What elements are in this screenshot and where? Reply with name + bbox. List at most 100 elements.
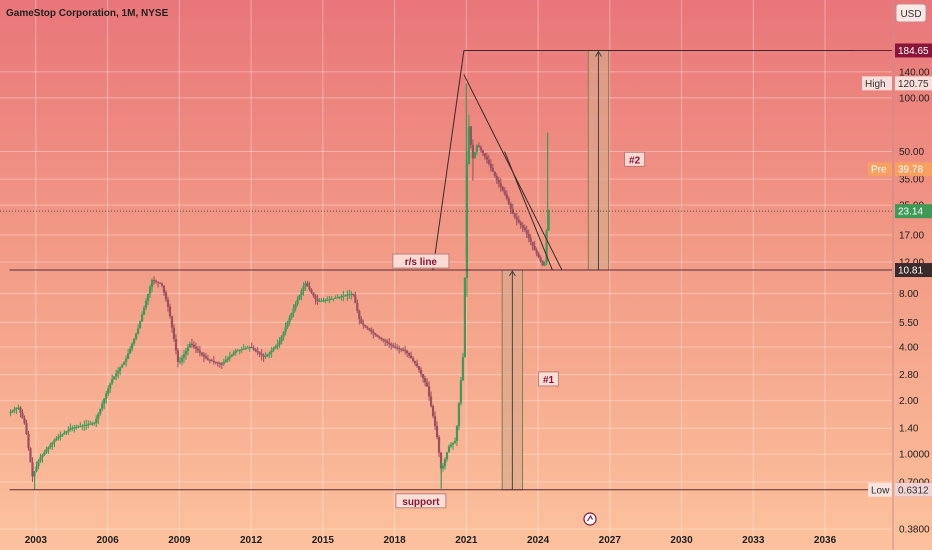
candle-body xyxy=(541,261,544,266)
candle-body xyxy=(336,297,339,299)
candle-body xyxy=(81,425,84,427)
candle-body xyxy=(266,354,269,357)
candle-body xyxy=(198,350,201,353)
candle-body xyxy=(455,426,459,441)
price-tag-target: 184.65 xyxy=(898,46,929,57)
candle-body xyxy=(475,145,478,152)
x-tick-label: 2033 xyxy=(742,535,765,546)
candle-body xyxy=(248,347,251,349)
candle-body xyxy=(152,280,156,282)
candle-body xyxy=(25,423,28,434)
candle-body xyxy=(376,334,379,337)
trend-line-1 xyxy=(432,50,465,271)
candle-body xyxy=(192,344,196,347)
y-tick-label: 4.00 xyxy=(899,342,919,353)
candle-body xyxy=(63,432,66,435)
candle-body xyxy=(306,283,309,287)
candle-body xyxy=(23,418,26,424)
candle-body xyxy=(316,298,319,302)
candle-body xyxy=(362,323,365,325)
candle-body xyxy=(246,347,249,349)
candle-body xyxy=(224,360,227,363)
candle-body xyxy=(340,296,343,298)
candle-body xyxy=(519,222,522,225)
candle-body xyxy=(137,328,140,334)
candle-body xyxy=(433,416,437,427)
candle-body xyxy=(463,277,467,358)
y-tick-label: 35.00 xyxy=(899,175,924,186)
price-tag-resistance: 10.81 xyxy=(898,266,923,277)
measure-label-2: #2 xyxy=(629,155,641,166)
candle-body xyxy=(374,333,377,335)
candle-body xyxy=(304,283,307,287)
x-tick-label: 2021 xyxy=(455,535,478,546)
candle-body xyxy=(200,352,203,355)
candle-body xyxy=(396,347,399,349)
candle-body xyxy=(529,237,532,242)
candle-body xyxy=(459,380,463,404)
candle-body xyxy=(218,363,221,365)
candle-body xyxy=(296,299,299,305)
candle-body xyxy=(91,423,94,425)
candle-body xyxy=(95,418,98,423)
candle-body xyxy=(150,280,154,287)
candle-body xyxy=(523,227,526,231)
support-label-box xyxy=(395,493,447,509)
candle-body xyxy=(254,349,257,351)
candle-body xyxy=(234,350,237,353)
candle-body xyxy=(274,346,277,349)
candle-body xyxy=(493,171,496,176)
candle-body xyxy=(29,448,32,463)
candle-body xyxy=(509,203,512,209)
candle-body xyxy=(166,299,170,307)
candle-body xyxy=(21,412,24,419)
candle-body xyxy=(328,299,331,301)
candle-body xyxy=(388,342,391,345)
candle-body xyxy=(146,293,150,301)
pre-tag-label: Pre xyxy=(871,165,887,176)
candle-body xyxy=(368,328,371,330)
candle-body xyxy=(45,449,48,453)
candle-body xyxy=(445,452,449,460)
candle-body xyxy=(461,357,465,381)
candle-body xyxy=(69,428,72,430)
candle-body xyxy=(386,341,389,343)
x-tick-label: 2015 xyxy=(312,535,335,546)
price-tag-target-bg xyxy=(895,43,932,58)
candle-body xyxy=(334,297,337,299)
candle-body xyxy=(282,331,285,337)
candle-body xyxy=(437,437,441,453)
candle-body xyxy=(439,452,443,469)
candle-body xyxy=(404,350,407,352)
candle-body xyxy=(238,349,241,351)
candle-body xyxy=(286,322,289,328)
candle-body xyxy=(270,350,273,353)
candle-body xyxy=(250,347,253,349)
candle-body xyxy=(419,369,423,375)
candle-body xyxy=(176,350,180,362)
candle-body xyxy=(501,187,504,191)
candle-body xyxy=(133,338,136,344)
resistance-label: r/s line xyxy=(405,257,438,268)
candle-body xyxy=(298,295,301,300)
y-tick-label: 1.0000 xyxy=(899,450,930,461)
candle-body xyxy=(416,363,419,367)
candle-body xyxy=(105,393,108,399)
candle-body xyxy=(103,398,106,404)
candle-body xyxy=(37,461,40,467)
candle-body xyxy=(135,333,138,339)
candle-body xyxy=(186,347,190,351)
candle-body xyxy=(507,198,510,204)
candle-body xyxy=(111,379,114,384)
y-tick-label: 8.00 xyxy=(899,289,919,300)
candle-body xyxy=(51,442,54,445)
candle-body xyxy=(318,301,321,303)
candle-body xyxy=(172,327,176,340)
candle-body xyxy=(71,427,74,429)
candle-body xyxy=(414,360,417,364)
y-tick-label: 2.80 xyxy=(899,370,919,381)
candle-body xyxy=(495,175,498,180)
candle-body xyxy=(148,286,152,294)
currency-button[interactable]: USD xyxy=(895,3,927,23)
